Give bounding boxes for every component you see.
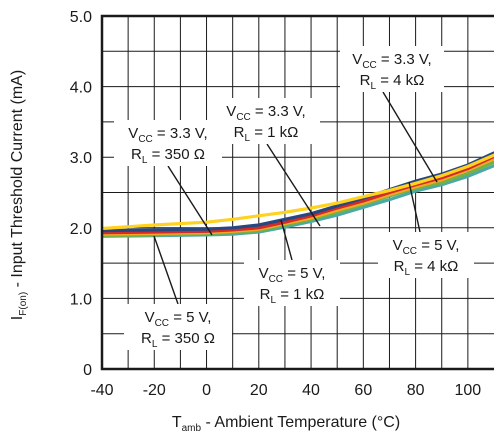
annotation-line-2: RL = 4 kΩ: [394, 258, 459, 278]
annotation-line-2: RL = 350 Ω: [131, 146, 205, 166]
annotation-line-1: VCC = 5 V,: [393, 237, 460, 257]
x-tick-label: 80: [407, 382, 425, 399]
x-tick-label: 100: [455, 382, 482, 399]
y-tick-label: 3.0: [70, 150, 92, 167]
y-axis-title: IF(on) - Input Threshold Current (mA): [9, 70, 29, 320]
annotation-line-2: RL = 1 kΩ: [260, 286, 325, 306]
y-tick-label: 1.0: [70, 291, 92, 308]
annotation-pointer: [167, 165, 213, 236]
annotation-pointer: [382, 91, 438, 183]
x-tick-label: 60: [354, 382, 372, 399]
plot-frame: [100, 14, 494, 371]
annotation-pointer: [408, 181, 421, 233]
y-tick-label: 2.0: [70, 221, 92, 238]
x-tick-label: -40: [90, 382, 113, 399]
series-line-5: [102, 153, 494, 231]
annotation-pointer: [153, 235, 179, 305]
x-axis-title: Tamb - Ambient Temperature (°C): [172, 414, 400, 433]
annotation-line-2: RL = 4 kΩ: [360, 72, 425, 92]
annotation-3: VCC = 5 V,RL = 4 kΩ: [378, 181, 474, 278]
annotation-line-1: VCC = 3.3 V,: [226, 103, 305, 123]
annotation-box: [114, 120, 222, 166]
annotation-box: [340, 46, 444, 92]
annotation-0: VCC = 3.3 V,RL = 4 kΩ: [340, 46, 444, 183]
annotation-pointer: [280, 219, 293, 261]
annotation-pointer: [266, 143, 321, 227]
x-tick-label: -20: [143, 382, 166, 399]
x-tick-label: 40: [302, 382, 320, 399]
y-tick-label: 4.0: [70, 80, 92, 97]
annotation-line-2: RL = 350 Ω: [141, 330, 215, 350]
annotation-4: VCC = 5 V,RL = 1 kΩ: [244, 219, 340, 306]
annotation-box: [124, 304, 232, 350]
annotation-box: [378, 232, 474, 278]
annotation-2: VCC = 3.3 V,RL = 350 Ω: [114, 120, 222, 236]
y-tick-label: 0: [83, 362, 92, 379]
annotation-5: VCC = 5 V,RL = 350 Ω: [124, 235, 232, 350]
x-tick-label: 20: [250, 382, 268, 399]
annotation-line-1: VCC = 3.3 V,: [352, 51, 431, 71]
annotation-line-1: VCC = 5 V,: [259, 265, 326, 285]
annotation-box: [212, 98, 320, 144]
y-tick-label: 5.0: [70, 9, 92, 26]
series-line-3: [102, 154, 494, 235]
x-tick-label: 0: [202, 382, 211, 399]
annotation-1: VCC = 3.3 V,RL = 1 kΩ: [212, 98, 321, 227]
annotation-line-1: VCC = 5 V,: [145, 309, 212, 329]
annotation-line-1: VCC = 3.3 V,: [128, 125, 207, 145]
annotation-line-2: RL = 1 kΩ: [234, 124, 299, 144]
annotation-box: [244, 260, 340, 306]
